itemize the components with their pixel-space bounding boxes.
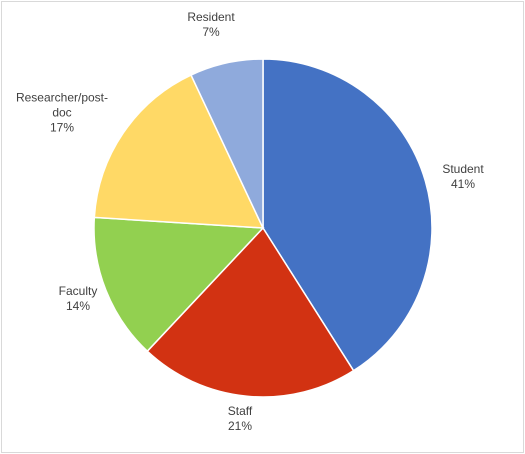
value-label: 7%: [202, 25, 220, 39]
category-label: Student: [442, 162, 484, 176]
pie-slice: [190, 58, 264, 229]
pie-slice: [93, 74, 265, 229]
category-label: Researcher/post-doc: [15, 90, 109, 120]
data-label: Researcher/post-doc 17%: [12, 91, 112, 136]
pie-slice: [146, 226, 355, 398]
category-label: Resident: [187, 10, 235, 24]
pie-slice: [93, 216, 265, 353]
pie-slice: [262, 58, 433, 372]
data-label: Resident 7%: [176, 10, 246, 40]
value-label: 17%: [49, 120, 75, 135]
value-label: 41%: [450, 177, 476, 191]
category-label: Faculty: [58, 284, 98, 298]
category-label: Staff: [227, 404, 253, 418]
data-label: Faculty 14%: [43, 284, 113, 314]
data-label: Staff 21%: [205, 404, 275, 434]
data-label: Student 41%: [428, 162, 498, 192]
value-label: 21%: [227, 419, 253, 433]
value-label: 14%: [65, 299, 91, 313]
